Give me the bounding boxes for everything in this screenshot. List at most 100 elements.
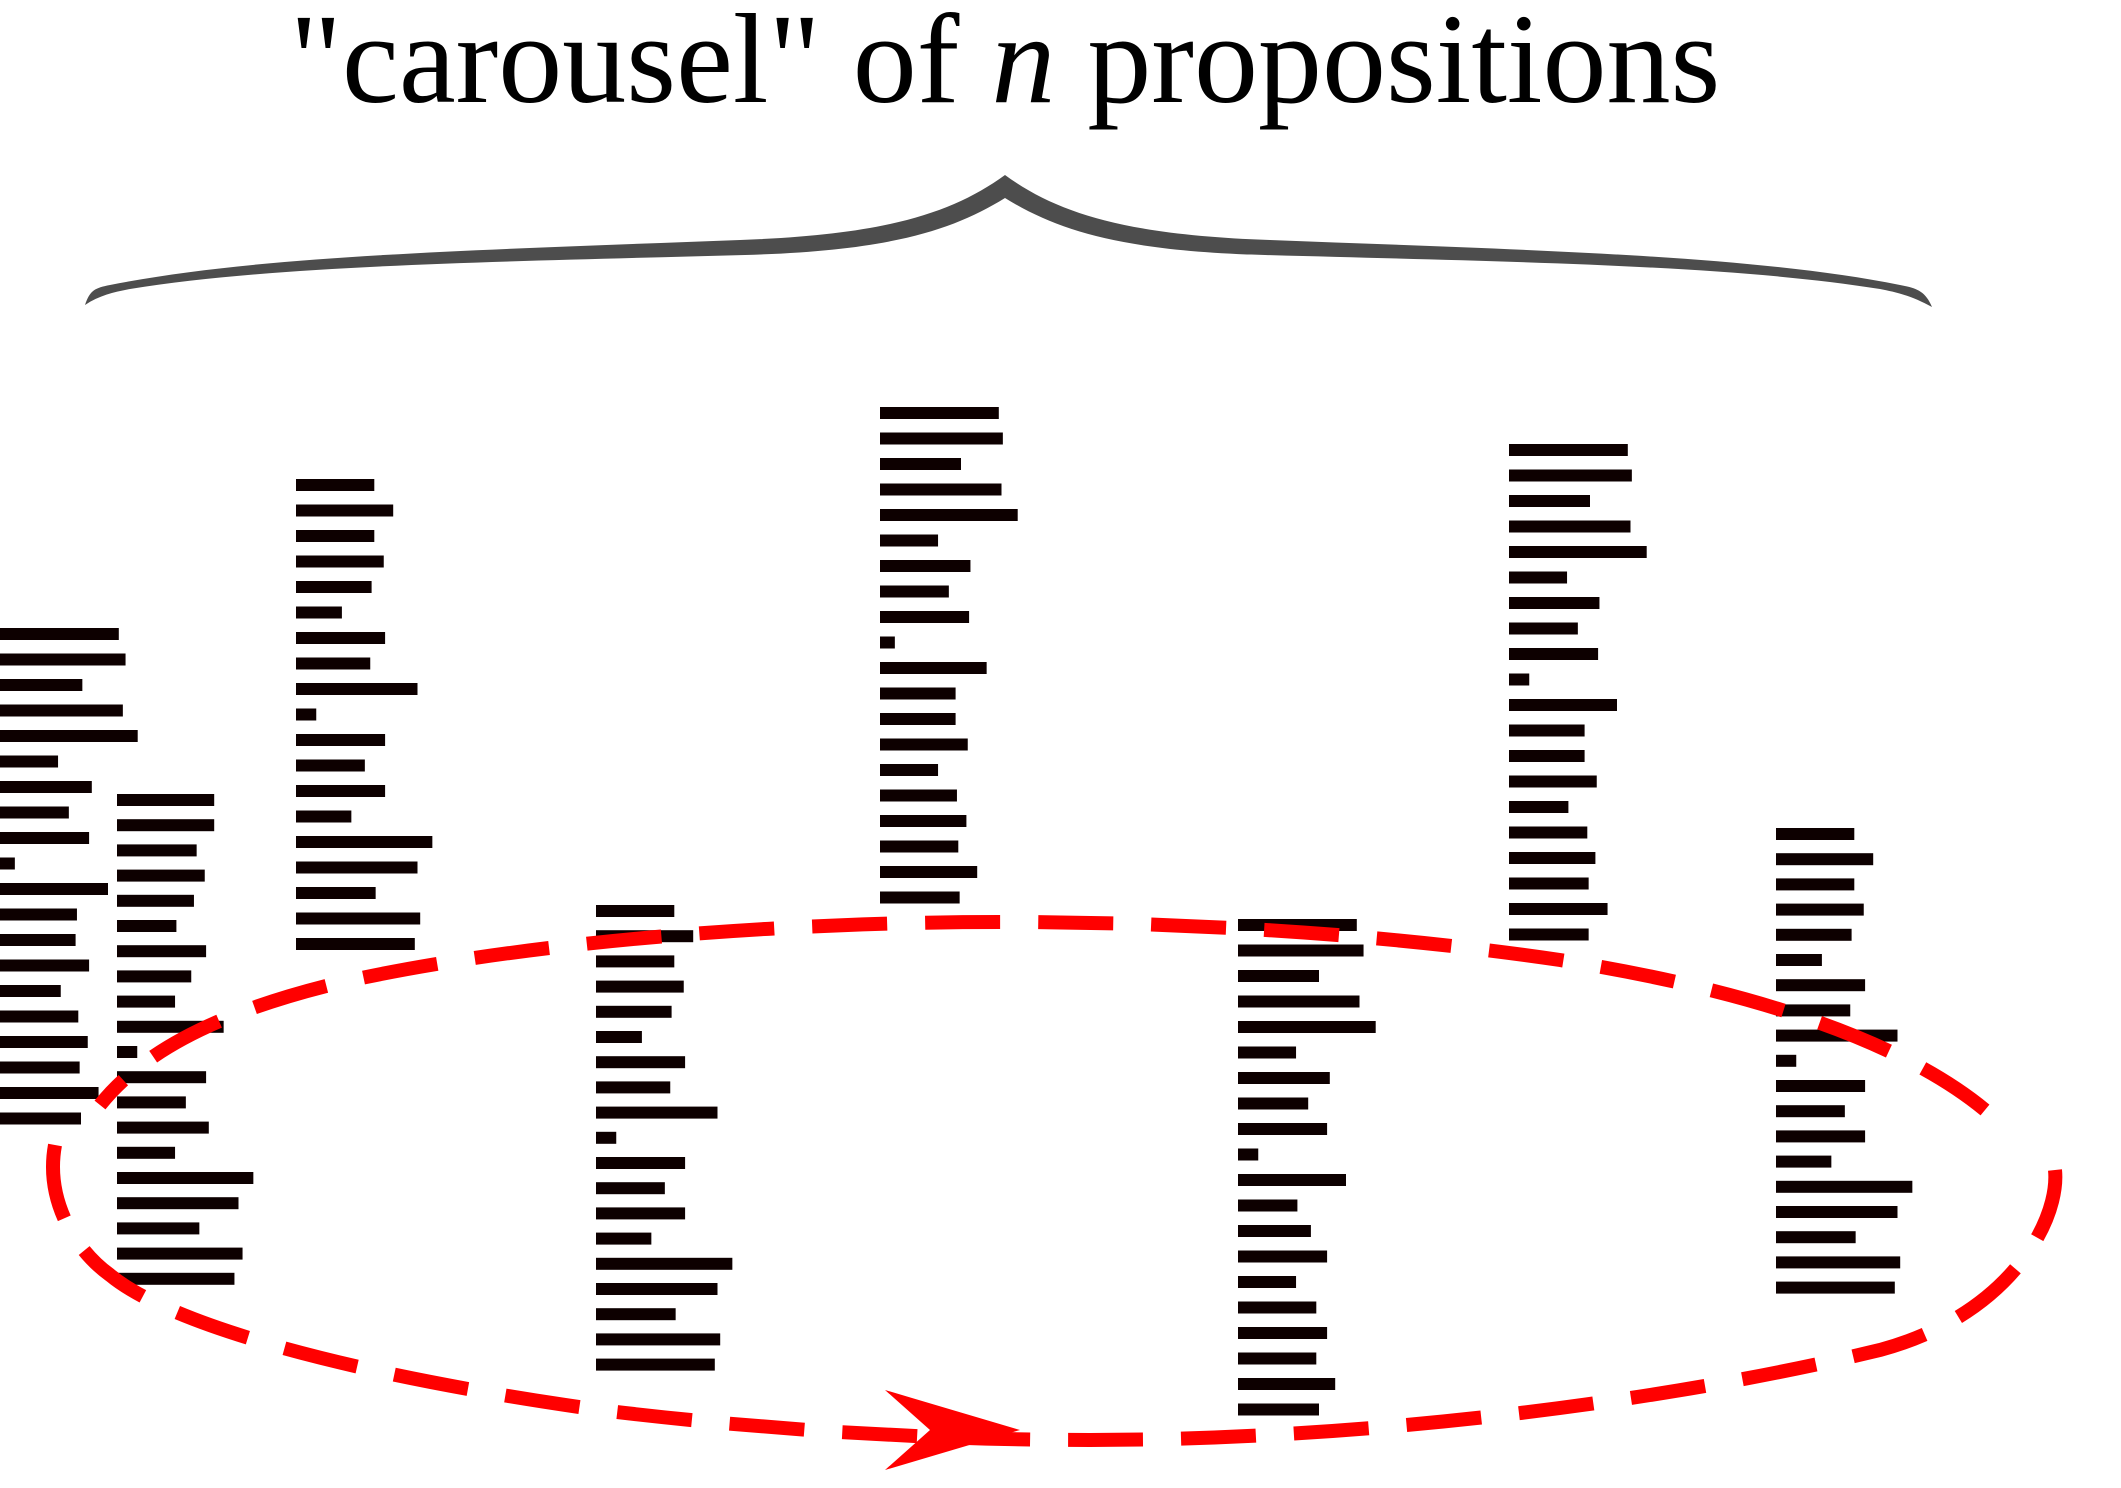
proposition-bar [1509,903,1608,915]
proposition-bar [1509,775,1597,788]
proposition-stacks [0,407,1913,1416]
proposition-bar [880,662,987,674]
proposition-bar [1238,1403,1319,1416]
proposition-bar [296,632,386,644]
proposition-bar [117,1096,186,1109]
proposition-bar [117,1172,254,1184]
proposition-bar [1238,1123,1328,1135]
proposition-bar [117,894,194,907]
proposition-bar [1238,1148,1259,1161]
proposition-bar [1238,1301,1317,1314]
proposition-bar [1776,1256,1901,1269]
proposition-bar [596,1056,686,1069]
proposition-bar [1509,673,1530,686]
proposition-bar [117,844,197,857]
proposition-bar [1509,928,1589,941]
proposition-bar [117,945,207,958]
proposition-bar [117,869,205,882]
proposition-bar [880,687,956,700]
proposition-bar [596,955,675,968]
proposition-bar [1509,699,1617,711]
diagram-title: "carousel" of n propositions [290,0,1721,130]
proposition-bar [1776,1105,1845,1118]
proposition-bar [1776,1281,1895,1294]
proposition-bar [1509,444,1628,456]
proposition-bar [1509,648,1599,660]
proposition-stack [117,794,254,1285]
proposition-bar [117,1272,235,1285]
proposition-bar [1509,469,1632,482]
proposition-bar [0,628,119,640]
proposition-bar [296,887,376,899]
proposition-bar [596,1005,672,1018]
proposition-bar [1776,1155,1832,1168]
proposition-bar [296,912,421,925]
proposition-bar [1238,1046,1297,1059]
proposition-bar [596,1157,686,1169]
proposition-bar [596,1182,665,1195]
proposition-bar [1509,571,1568,584]
proposition-bar [0,1112,81,1125]
proposition-bar [296,836,433,848]
proposition-stack [1238,919,1376,1416]
proposition-bar [596,1207,686,1220]
proposition-bar [596,905,675,917]
proposition-bar [880,611,970,623]
proposition-stack [596,905,733,1371]
proposition-bar [117,1071,207,1084]
proposition-bar [0,883,108,895]
title-suffix: propositions [1055,0,1720,130]
proposition-bar [117,995,176,1008]
proposition-bar [1238,1352,1317,1365]
proposition-bar [880,738,968,751]
proposition-bar [0,908,77,921]
proposition-bar [1509,597,1600,609]
proposition-bar [117,1222,200,1235]
proposition-stack [296,479,433,950]
proposition-bar [596,1308,676,1321]
proposition-bar [1238,944,1364,957]
proposition-bar [1238,1250,1328,1263]
proposition-bar [0,959,90,972]
proposition-bar [0,704,123,717]
proposition-bar [296,581,372,593]
proposition-bar [1509,801,1569,813]
title-prefix: "carousel" of [290,0,992,130]
proposition-bar [0,832,90,844]
proposition-bar [1238,995,1360,1008]
proposition-bar [880,432,1003,445]
proposition-bar [296,683,418,695]
proposition-stack [1776,828,1913,1294]
proposition-bar [117,1046,138,1058]
carousel-path [46,914,2063,1470]
proposition-stack [0,628,138,1125]
proposition-bar [880,866,978,878]
proposition-bar [596,1283,718,1295]
proposition-bar [296,938,415,950]
proposition-bar [596,1106,718,1119]
direction-arrowhead [885,1390,1020,1470]
proposition-bar [880,789,957,802]
proposition-bar [1509,750,1585,762]
proposition-bar [596,1081,671,1094]
carousel-ring-back [94,914,1990,1116]
proposition-bar [1238,1225,1311,1237]
proposition-bar [596,1131,617,1144]
proposition-bar [1776,1054,1797,1067]
proposition-bar [117,1146,176,1159]
proposition-bar [880,840,959,853]
proposition-bar [0,679,83,691]
proposition-stack [880,407,1018,904]
proposition-bar [296,785,386,797]
proposition-bar [1509,877,1589,890]
proposition-bar [0,934,76,946]
proposition-bar [0,755,59,768]
proposition-bar [596,1257,733,1270]
proposition-bar [1776,853,1874,866]
proposition-bar [880,483,1002,496]
proposition-bar [880,458,961,470]
proposition-bar [1238,1199,1298,1212]
proposition-bar [880,585,949,598]
proposition-bar [1776,1206,1898,1218]
